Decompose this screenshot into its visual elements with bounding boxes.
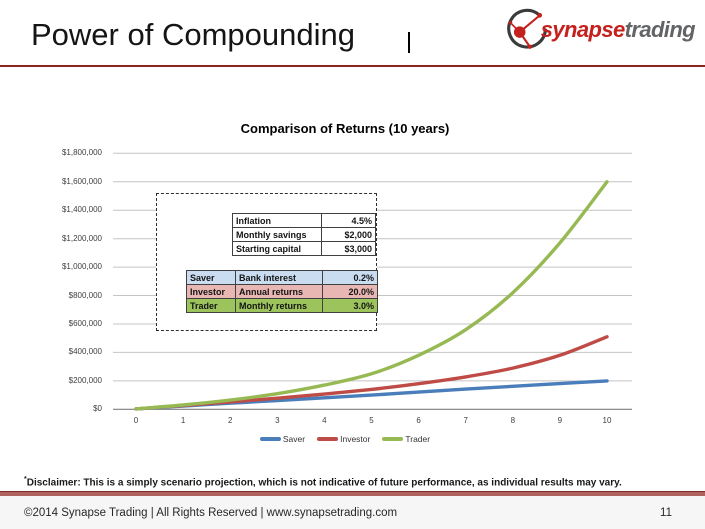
y-axis-label: $1,000,000 <box>61 262 102 272</box>
strategy-metric: Annual returns <box>235 284 323 299</box>
text-cursor <box>408 32 410 53</box>
page-title[interactable]: Power of Compounding <box>31 17 355 52</box>
x-axis-label: 5 <box>369 416 374 425</box>
y-axis-label: $1,200,000 <box>61 233 102 243</box>
y-axis-label: $1,600,000 <box>61 176 102 186</box>
x-axis-label: 10 <box>602 416 612 425</box>
y-axis-label: $200,000 <box>68 375 102 385</box>
page-number: 11 <box>660 506 672 519</box>
legend-label: Saver <box>282 434 306 444</box>
legend-label: Trader <box>405 434 431 444</box>
table-row: Monthly savings $2,000 <box>232 227 376 242</box>
series-line-trader <box>134 180 609 411</box>
logo-text: synapsetrading <box>540 17 696 43</box>
x-axis-label: 3 <box>275 416 280 425</box>
strategy-name: Investor <box>186 284 236 299</box>
parameter-value: $3,000 <box>321 241 376 256</box>
disclaimer-text: Disclaimer: This is a simply scenario pr… <box>26 477 622 489</box>
table-row: Starting capital $3,000 <box>232 241 376 256</box>
logo: synapsetrading <box>504 8 696 52</box>
legend-item-investor: Investor <box>317 434 370 444</box>
strategy-name: Saver <box>186 270 236 285</box>
legend-item-trader: Trader <box>382 434 430 444</box>
y-axis-label: $0 <box>93 404 102 414</box>
y-axis-label: $800,000 <box>68 290 102 300</box>
legend-swatch <box>382 437 404 441</box>
footer: ©2014 Synapse Trading | All Rights Reser… <box>0 496 705 529</box>
disclaimer-asterisk: * <box>24 476 27 483</box>
table-row: Trader Monthly returns 3.0% <box>186 298 378 313</box>
logo-text-trading: trading <box>624 17 696 42</box>
strategy-name: Trader <box>186 298 236 313</box>
parameter-label: Monthly savings <box>232 227 322 242</box>
strategies-table: Saver Bank interest 0.2% Investor Annual ret… <box>186 270 378 313</box>
logo-text-synapse: synapse <box>540 17 625 42</box>
strategy-value: 3.0% <box>322 298 378 313</box>
table-row: Saver Bank interest 0.2% <box>186 270 378 285</box>
legend-item-saver: Saver <box>259 434 306 444</box>
x-axis-label: 1 <box>180 416 186 425</box>
legend-label: Investor <box>340 434 371 444</box>
table-row: Investor Annual returns 20.0% <box>186 284 378 299</box>
legend-swatch <box>317 437 339 441</box>
disclaimer: *Disclaimer: This is a simply scenario p… <box>24 476 622 488</box>
x-axis-label: 8 <box>510 416 516 425</box>
y-axis-label: $400,000 <box>68 347 102 357</box>
parameters-table: Inflation 4.5% Monthly savings $2,000 Starti… <box>232 213 376 256</box>
parameter-label: Inflation <box>232 213 322 228</box>
strategy-metric: Monthly returns <box>235 298 323 313</box>
chart-title: Comparison of Returns (10 years) <box>240 121 450 136</box>
x-axis-label: 9 <box>557 416 563 425</box>
strategy-metric: Bank interest <box>235 270 323 285</box>
table-row: Inflation 4.5% <box>232 213 376 228</box>
x-axis-label: 7 <box>463 416 468 425</box>
footer-copyright: ©2014 Synapse Trading | All Rights Reser… <box>24 506 398 519</box>
y-axis-label: $1,400,000 <box>61 205 102 215</box>
parameter-label: Starting capital <box>232 241 322 256</box>
x-axis-label: 2 <box>227 416 233 425</box>
x-axis-label: 4 <box>322 416 327 425</box>
legend-swatch <box>259 437 281 441</box>
footer-divider <box>0 491 705 496</box>
y-axis-label: $600,000 <box>68 319 102 328</box>
strategy-value: 20.0% <box>322 284 378 299</box>
synapse-logo-icon <box>506 8 547 49</box>
chart-legend: Saver Investor Trader <box>45 434 645 444</box>
parameter-value: $2,000 <box>321 227 376 242</box>
parameter-value: 4.5% <box>321 213 376 228</box>
x-axis-label: 0 <box>133 416 139 425</box>
strategy-value: 0.2% <box>322 270 378 285</box>
x-axis-label: 6 <box>416 416 421 425</box>
header-divider <box>0 65 705 67</box>
y-axis-label: $1,800,000 <box>61 148 102 158</box>
